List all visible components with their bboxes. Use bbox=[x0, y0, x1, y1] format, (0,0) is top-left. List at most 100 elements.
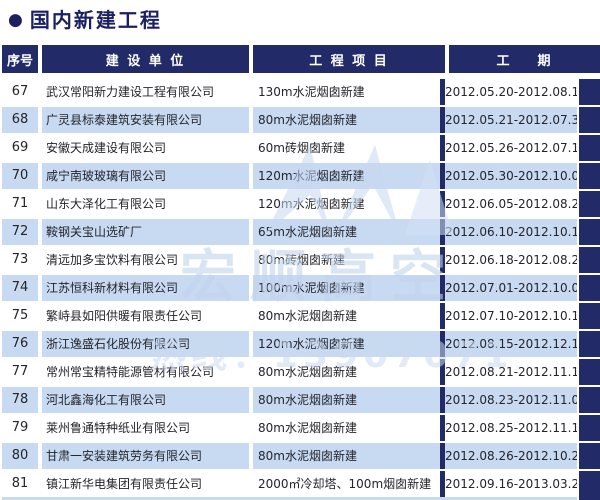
header-cell-project: 工 程 项 目 bbox=[253, 45, 445, 73]
column-gap bbox=[249, 387, 253, 413]
cell-period: 2012.05.30-2012.10.09 bbox=[445, 163, 577, 189]
right-edge-navy-block bbox=[579, 443, 600, 469]
cell-project: 80m水泥烟囱新建 bbox=[253, 303, 440, 329]
cell-period: 2012.06.05-2012.08.25 bbox=[445, 191, 577, 217]
cell-company: 广灵县标泰建筑安装有限公司 bbox=[42, 107, 249, 133]
column-gap bbox=[249, 443, 253, 469]
column-gap bbox=[249, 303, 253, 329]
column-gap bbox=[249, 415, 253, 441]
column-gap bbox=[577, 303, 579, 329]
column-gap bbox=[38, 331, 42, 357]
column-gap bbox=[249, 191, 253, 217]
column-gap bbox=[249, 275, 253, 301]
column-gap bbox=[577, 415, 579, 441]
cell-project: 2000㎡冷却塔、100m烟囱新建 bbox=[253, 471, 440, 497]
cell-project: 120m水泥烟囱新建 bbox=[253, 331, 440, 357]
right-edge-navy-block bbox=[579, 191, 600, 217]
cell-row-number: 72 bbox=[2, 219, 38, 245]
cell-company: 江苏恒科新材料有限公司 bbox=[42, 275, 249, 301]
header-divider bbox=[445, 45, 449, 73]
bullet-icon: ● bbox=[8, 10, 23, 30]
cell-period: 2012.08.23-2012.11.02 bbox=[445, 387, 577, 413]
column-gap bbox=[249, 359, 253, 385]
column-gap bbox=[577, 107, 579, 133]
column-gap bbox=[249, 135, 253, 161]
cell-row-number: 77 bbox=[2, 359, 38, 385]
column-gap bbox=[249, 219, 253, 245]
cell-company: 莱州鲁通特种纸业有限公司 bbox=[42, 415, 249, 441]
cell-project: 80m水泥烟囱新建 bbox=[253, 107, 440, 133]
cell-period: 2012.06.18-2012.08.22 bbox=[445, 247, 577, 273]
right-edge-navy-block bbox=[579, 219, 600, 245]
navy-column-divider bbox=[440, 79, 445, 105]
navy-column-divider bbox=[440, 443, 445, 469]
right-edge-navy-block bbox=[579, 331, 600, 357]
right-edge-navy-block bbox=[579, 107, 600, 133]
cell-period: 2012.08.26-2012.10.24 bbox=[445, 443, 577, 469]
column-gap bbox=[38, 219, 42, 245]
navy-column-divider bbox=[440, 331, 445, 357]
column-gap bbox=[38, 191, 42, 217]
cell-project: 120m水泥烟囱新建 bbox=[253, 191, 440, 217]
cell-project: 65m水泥烟囱新建 bbox=[253, 219, 440, 245]
cell-row-number: 67 bbox=[2, 79, 38, 105]
column-gap bbox=[577, 191, 579, 217]
right-edge-navy-block bbox=[579, 79, 600, 105]
cell-project: 120m水泥烟囱新建 bbox=[253, 163, 440, 189]
cell-company: 繁峙县如阳供暖有限责任公司 bbox=[42, 303, 249, 329]
right-edge-navy-block bbox=[579, 247, 600, 273]
column-gap bbox=[38, 107, 42, 133]
cell-row-number: 76 bbox=[2, 331, 38, 357]
header-cell-period: 工 期 bbox=[449, 45, 600, 73]
column-gap bbox=[577, 387, 579, 413]
header-divider bbox=[249, 45, 253, 73]
column-gap bbox=[577, 471, 579, 497]
cell-period: 2012.09.16-2013.03.28 bbox=[445, 471, 577, 497]
table-row: 74 江苏恒科新材料有限公司 100m水泥烟囱新建 2012.07.01-201… bbox=[2, 275, 600, 301]
column-gap bbox=[38, 247, 42, 273]
cell-project: 80m水泥烟囱新建 bbox=[253, 415, 440, 441]
navy-column-divider bbox=[440, 415, 445, 441]
column-gap bbox=[249, 471, 253, 497]
cell-period: 2012.08.25-2012.11.15 bbox=[445, 415, 577, 441]
column-gap bbox=[577, 331, 579, 357]
column-gap bbox=[38, 387, 42, 413]
cell-company: 河北鑫海化工有限公司 bbox=[42, 387, 249, 413]
column-gap bbox=[577, 359, 579, 385]
column-gap bbox=[38, 303, 42, 329]
cell-row-number: 74 bbox=[2, 275, 38, 301]
table-row: 68 广灵县标泰建筑安装有限公司 80m水泥烟囱新建 2012.05.21-20… bbox=[2, 107, 600, 133]
cell-row-number: 71 bbox=[2, 191, 38, 217]
cell-company: 山东大泽化工有限公司 bbox=[42, 191, 249, 217]
column-gap bbox=[38, 135, 42, 161]
cell-period: 2012.05.20-2012.08.10 bbox=[445, 79, 577, 105]
cell-row-number: 78 bbox=[2, 387, 38, 413]
cell-company: 甘肃一安装建筑劳务有限公司 bbox=[42, 443, 249, 469]
column-gap bbox=[577, 497, 579, 500]
table-row: 75 繁峙县如阳供暖有限责任公司 80m水泥烟囱新建 2012.07.10-20… bbox=[2, 303, 600, 329]
cell-row-number: 69 bbox=[2, 135, 38, 161]
column-gap bbox=[577, 163, 579, 189]
page-title-row: ● 国内新建工程 bbox=[8, 6, 162, 34]
cell-period: 2012.07.10-2012.10.10 bbox=[445, 303, 577, 329]
table-row: 77 常州常宝精特能源管材有限公司 80m水泥烟囱新建 2012.08.21-2… bbox=[2, 359, 600, 385]
table-row: 73 清远加多宝饮料有限公司 80m砖烟囱新建 2012.06.18-2012.… bbox=[2, 247, 600, 273]
column-gap bbox=[249, 247, 253, 273]
cell-company: 咸宁南玻玻璃有限公司 bbox=[42, 163, 249, 189]
column-gap bbox=[577, 135, 579, 161]
header-divider bbox=[38, 45, 42, 73]
header-cell-no: 序号 bbox=[2, 45, 38, 73]
right-edge-navy-block bbox=[579, 359, 600, 385]
navy-column-divider bbox=[440, 387, 445, 413]
navy-column-divider bbox=[440, 107, 445, 133]
cell-project: 130m水泥烟囱新建 bbox=[253, 79, 440, 105]
column-gap bbox=[38, 415, 42, 441]
cell-row-number: 70 bbox=[2, 163, 38, 189]
table-row: 70 咸宁南玻玻璃有限公司 120m水泥烟囱新建 2012.05.30-2012… bbox=[2, 163, 600, 189]
cell-company: 清远加多宝饮料有限公司 bbox=[42, 247, 249, 273]
column-gap bbox=[249, 163, 253, 189]
navy-column-divider bbox=[440, 471, 445, 497]
right-edge-navy-block bbox=[579, 275, 600, 301]
cell-company: 鞍钢关宝山选矿厂 bbox=[42, 219, 249, 245]
